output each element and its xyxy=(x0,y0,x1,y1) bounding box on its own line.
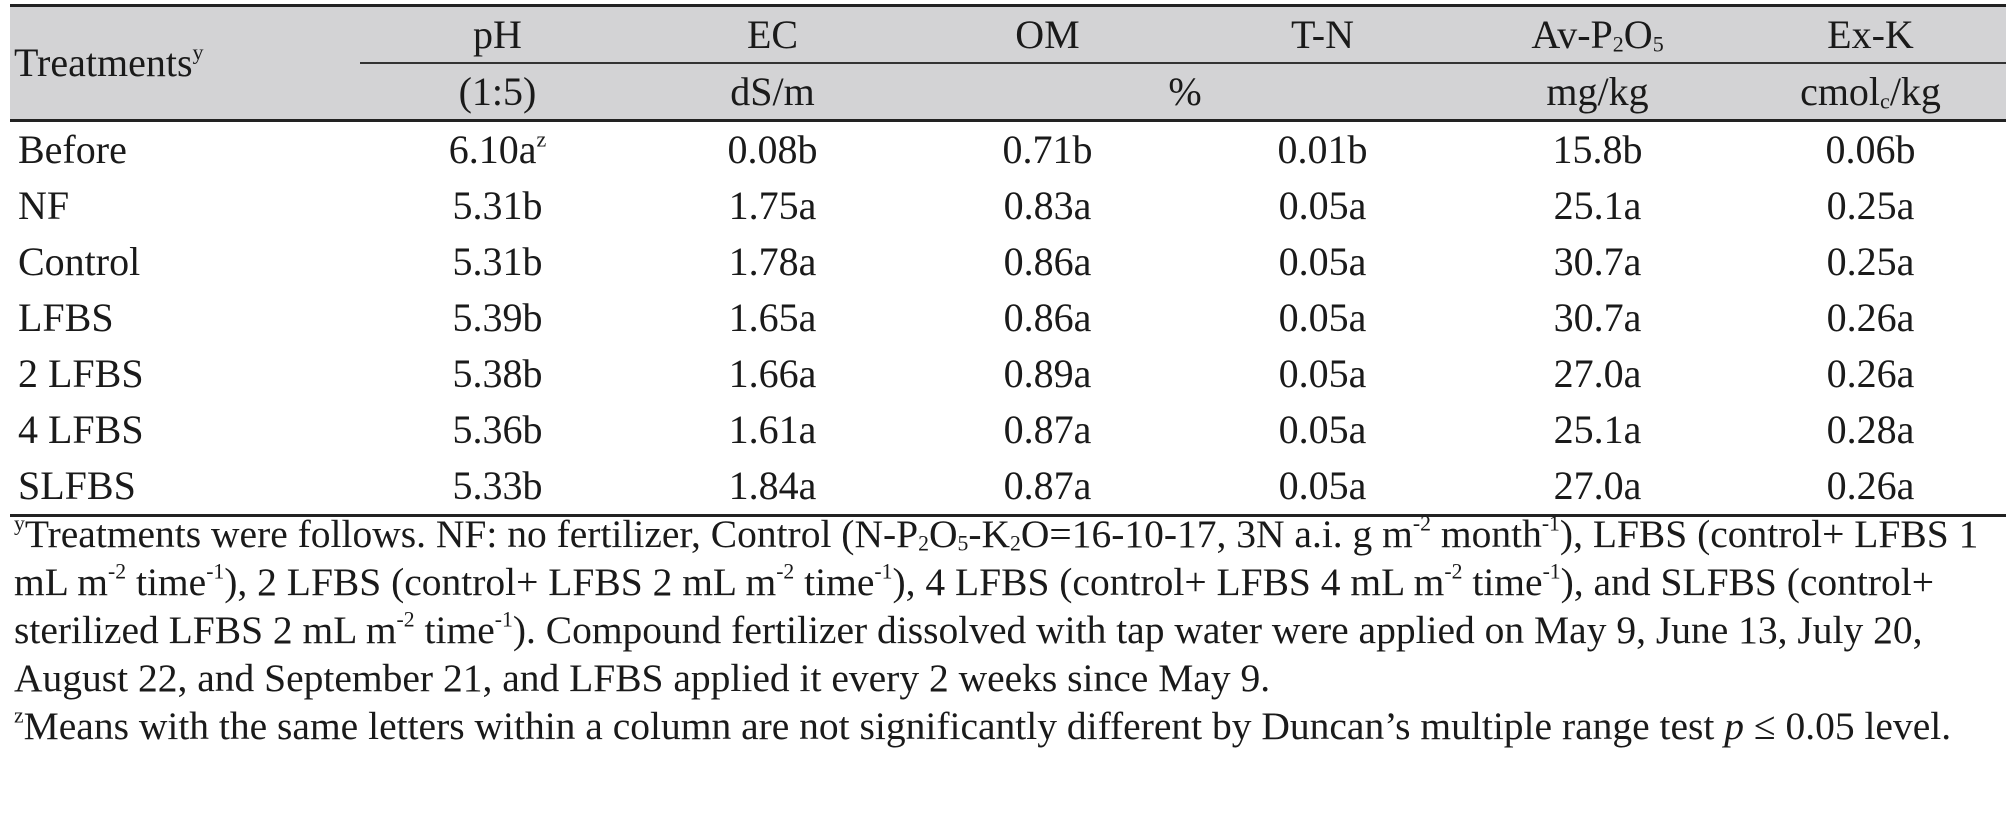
avp-cell: 30.7a xyxy=(1553,239,1642,284)
treatment-cell: Control xyxy=(18,239,141,284)
col-avp-header: Av-P2O5 xyxy=(1460,5,1735,64)
tn-cell: 0.05a xyxy=(1278,351,1367,396)
ec-cell: 1.61a xyxy=(728,407,817,452)
avp-cell: 27.0a xyxy=(1460,458,1735,517)
exk-cell: 0.26a xyxy=(1735,458,2006,517)
om-cell: 0.87a xyxy=(910,458,1185,517)
table-row: LFBS 5.39b 1.65a 0.86a 0.05a 30.7a 0.26a xyxy=(10,290,2006,346)
exk-cell: 0.25a xyxy=(1826,239,1915,284)
tn-cell: 0.01b xyxy=(1277,127,1368,172)
soil-chemistry-table: Treatmentsy pH EC OM T-N Av-P2O5 Ex-K (1… xyxy=(10,4,2006,517)
ec-cell: 1.65a xyxy=(728,295,817,340)
unit-exk: cmolc/kg xyxy=(1735,63,2006,122)
table-footnotes: yTreatments were follows. NF: no fertili… xyxy=(14,510,2006,750)
avp-cell: 15.8b xyxy=(1552,127,1643,172)
ph-cell: 5.39b xyxy=(452,295,543,340)
ec-cell: 1.66a xyxy=(728,351,817,396)
footnote-z: zMeans with the same letters within a co… xyxy=(14,703,1952,748)
treatment-cell: Before xyxy=(18,127,127,172)
col-ph-header: pH xyxy=(360,5,635,64)
exk-cell: 0.28a xyxy=(1826,407,1915,452)
om-cell: 0.89a xyxy=(1003,351,1092,396)
header-row-names: Treatmentsy pH EC OM T-N Av-P2O5 Ex-K xyxy=(10,5,2006,122)
treatment-cell: LFBS xyxy=(18,295,114,340)
col-tn-header: T-N xyxy=(1185,5,1460,64)
ph-cell: 5.31b xyxy=(452,183,543,228)
unit-percent: % xyxy=(910,63,1460,122)
tn-cell: 0.05a xyxy=(1278,239,1367,284)
col-exk-header: Ex-K xyxy=(1735,5,2006,64)
om-cell: 0.86a xyxy=(1003,295,1092,340)
table-row: 2 LFBS 5.38b 1.66a 0.89a 0.05a 27.0a 0.2… xyxy=(10,346,2006,402)
om-cell: 0.71b xyxy=(1002,127,1093,172)
avp-cell: 25.1a xyxy=(1553,183,1642,228)
tn-cell: 0.05a xyxy=(1185,458,1460,517)
table-row: 4 LFBS 5.36b 1.61a 0.87a 0.05a 25.1a 0.2… xyxy=(10,402,2006,458)
col-om-header: OM xyxy=(910,5,1185,64)
ec-cell: 1.84a xyxy=(635,458,910,517)
header-row-units: (1:5) dS/m % mg/kg cmolc/kg xyxy=(10,63,2006,122)
ec-cell: 1.78a xyxy=(728,239,817,284)
ph-cell: 5.38b xyxy=(452,351,543,396)
om-cell: 0.83a xyxy=(1003,183,1092,228)
unit-ec: dS/m xyxy=(635,63,910,122)
table-row: SLFBS 5.33b 1.84a 0.87a 0.05a 27.0a 0.26… xyxy=(10,458,2006,517)
tn-cell: 0.05a xyxy=(1278,183,1367,228)
ph-cell: 5.33b xyxy=(360,458,635,517)
exk-cell: 0.25a xyxy=(1826,183,1915,228)
exk-cell: 0.06b xyxy=(1825,127,1916,172)
treatment-cell: SLFBS xyxy=(10,458,360,517)
avp-cell: 30.7a xyxy=(1553,295,1642,340)
unit-ph: (1:5) xyxy=(360,63,635,122)
exk-cell: 0.26a xyxy=(1826,351,1915,396)
treatments-header: Treatmentsy xyxy=(10,5,360,122)
ph-cell: 5.36b xyxy=(452,407,543,452)
unit-avp: mg/kg xyxy=(1460,63,1735,122)
ph-cell: 5.31b xyxy=(452,239,543,284)
ec-cell: 0.08b xyxy=(727,127,818,172)
om-cell: 0.87a xyxy=(1003,407,1092,452)
treatment-cell: 4 LFBS xyxy=(18,407,144,452)
tn-cell: 0.05a xyxy=(1278,407,1367,452)
col-ec-header: EC xyxy=(635,5,910,64)
soil-chemistry-table-container: Treatmentsy pH EC OM T-N Av-P2O5 Ex-K (1… xyxy=(10,4,2006,517)
footnote-y: yTreatments were follows. NF: no fertili… xyxy=(14,511,1979,700)
treatment-cell: NF xyxy=(18,183,70,228)
om-cell: 0.86a xyxy=(1003,239,1092,284)
exk-cell: 0.26a xyxy=(1826,295,1915,340)
avp-cell: 27.0a xyxy=(1553,351,1642,396)
ec-cell: 1.75a xyxy=(728,183,817,228)
table-row: NF 5.31b 1.75a 0.83a 0.05a 25.1a 0.25a xyxy=(10,178,2006,234)
table-row: Before 6.10az 0.08b 0.71b 0.01b 15.8b 0.… xyxy=(10,121,2006,179)
treatment-cell: 2 LFBS xyxy=(18,351,144,396)
table-row: Control 5.31b 1.78a 0.86a 0.05a 30.7a 0.… xyxy=(10,234,2006,290)
ph-cell: 6.10az xyxy=(448,126,547,172)
tn-cell: 0.05a xyxy=(1278,295,1367,340)
avp-cell: 25.1a xyxy=(1553,407,1642,452)
